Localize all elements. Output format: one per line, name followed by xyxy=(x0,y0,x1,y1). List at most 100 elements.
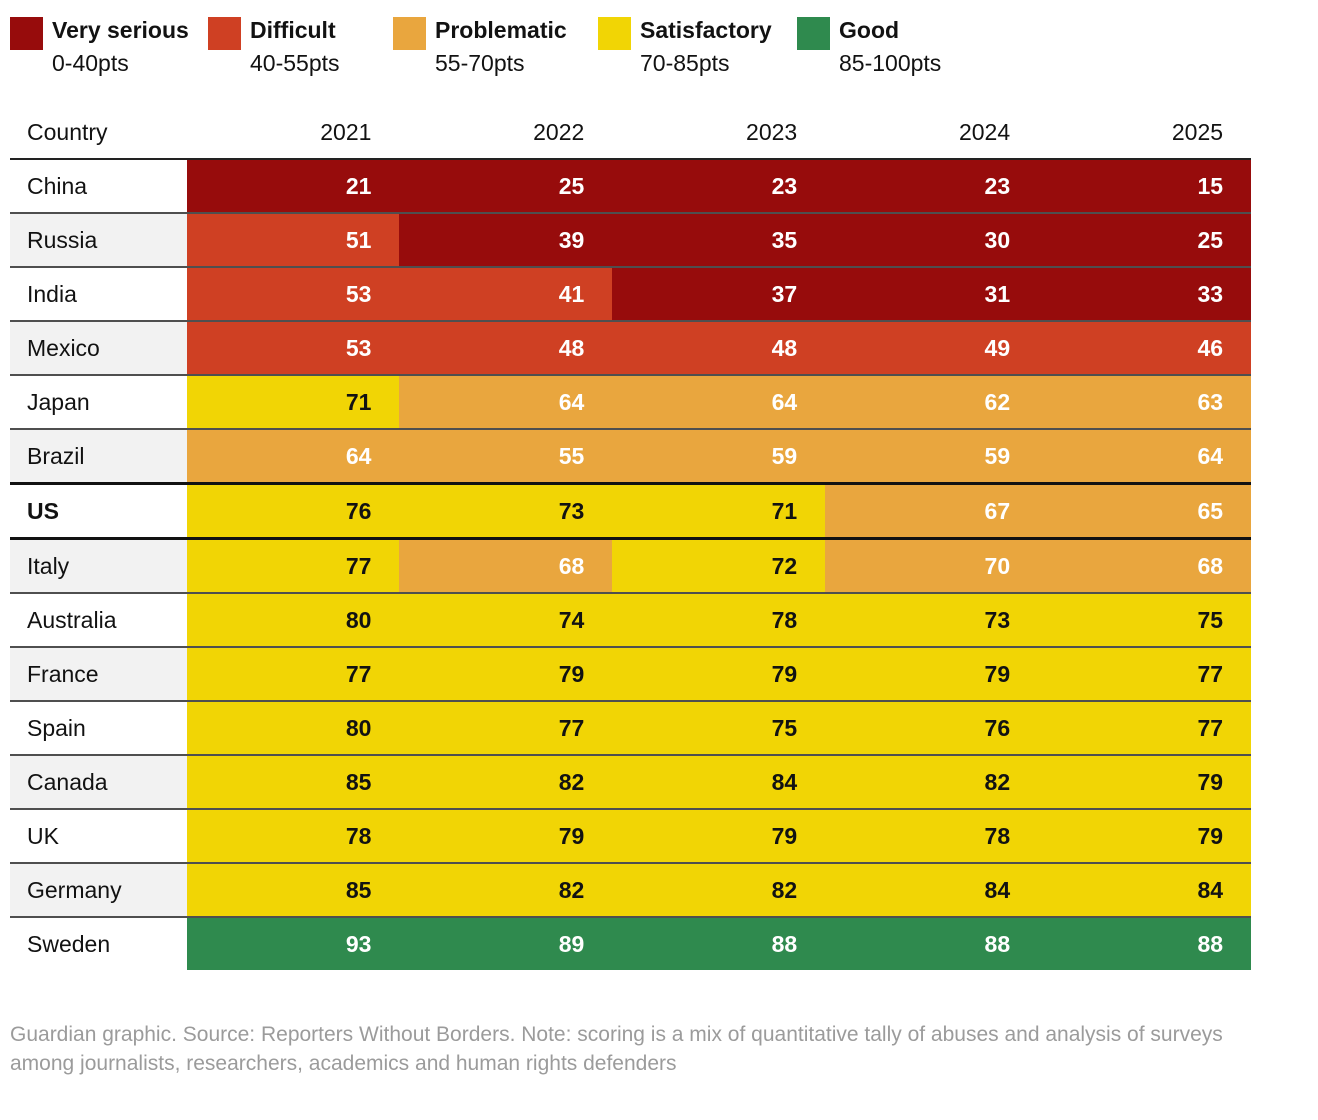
legend-range: 70-85pts xyxy=(640,50,730,76)
column-header-2023: 2023 xyxy=(746,118,798,145)
score-cell: 23 xyxy=(612,160,826,212)
score-cell: 79 xyxy=(612,648,826,700)
score-cell: 51 xyxy=(186,214,400,266)
legend-item: Difficult 40-55pts xyxy=(208,14,393,80)
score-cell: 72 xyxy=(612,540,826,592)
table-row: UK 78 79 79 78 79 xyxy=(10,808,1252,862)
scores-table: Country 2021 2022 2023 2024 2025 China 21 25 23… xyxy=(10,106,1252,970)
score-cell: 79 xyxy=(612,810,826,862)
score-cell: 73 xyxy=(399,485,613,537)
legend-range: 55-70pts xyxy=(435,50,525,76)
press-freedom-graphic: Very serious 0-40pts Difficult 40-55pts … xyxy=(10,14,1252,1075)
legend-range: 40-55pts xyxy=(250,50,340,76)
score-cell: 15 xyxy=(1038,160,1252,212)
table-row: India 53 41 37 31 33 xyxy=(10,266,1252,320)
score-cell: 70 xyxy=(825,540,1039,592)
score-cell: 64 xyxy=(186,430,400,482)
country-label: Japan xyxy=(10,376,187,428)
table-row: US 76 73 71 67 65 xyxy=(10,482,1252,540)
table-row: Japan 71 64 64 62 63 xyxy=(10,374,1252,428)
column-header-2025: 2025 xyxy=(1171,118,1224,145)
table-row: Sweden 93 89 88 88 88 xyxy=(10,916,1252,970)
legend-item: Satisfactory 70-85pts xyxy=(598,14,797,80)
score-cell: 77 xyxy=(186,648,400,700)
legend-label: Very serious xyxy=(52,17,189,43)
score-cell: 53 xyxy=(186,268,400,320)
score-cell: 78 xyxy=(612,594,826,646)
country-label: Russia xyxy=(10,214,187,266)
table-body: China 21 25 23 23 15 Russia 51 39 35 30 25 India… xyxy=(10,160,1252,970)
score-cell: 79 xyxy=(399,648,613,700)
score-cell: 25 xyxy=(1038,214,1252,266)
score-cell: 82 xyxy=(399,864,613,916)
score-cell: 64 xyxy=(1038,430,1252,482)
score-cell: 77 xyxy=(399,702,613,754)
score-cell: 63 xyxy=(1038,376,1252,428)
score-cell: 79 xyxy=(399,810,613,862)
score-cell: 77 xyxy=(186,540,400,592)
country-label: Sweden xyxy=(10,918,187,970)
legend-swatch-very-serious-icon xyxy=(10,17,43,50)
score-cell: 79 xyxy=(825,648,1039,700)
score-cell: 80 xyxy=(186,702,400,754)
score-cell: 25 xyxy=(399,160,613,212)
score-cell: 21 xyxy=(186,160,400,212)
score-cell: 41 xyxy=(399,268,613,320)
score-cell: 48 xyxy=(399,322,613,374)
source-note: Guardian graphic. Source: Reporters With… xyxy=(10,1023,1223,1075)
score-cell: 84 xyxy=(612,756,826,808)
column-header-country: Country xyxy=(27,118,108,145)
score-cell: 93 xyxy=(186,918,400,970)
score-cell: 33 xyxy=(1038,268,1252,320)
score-cell: 59 xyxy=(825,430,1039,482)
table-row: Mexico 53 48 48 49 46 xyxy=(10,320,1252,374)
score-cell: 85 xyxy=(186,864,400,916)
score-cell: 73 xyxy=(825,594,1039,646)
score-cell: 76 xyxy=(186,485,400,537)
score-cell: 71 xyxy=(612,485,826,537)
column-header-2021: 2021 xyxy=(320,118,372,145)
legend-label: Satisfactory xyxy=(640,17,772,43)
table-row: Germany 85 82 82 84 84 xyxy=(10,862,1252,916)
country-label: Germany xyxy=(10,864,187,916)
score-cell: 84 xyxy=(1038,864,1252,916)
score-cell: 75 xyxy=(612,702,826,754)
country-label: Spain xyxy=(10,702,187,754)
country-label: India xyxy=(10,268,187,320)
legend-item: Very serious 0-40pts xyxy=(10,14,208,80)
legend-range: 0-40pts xyxy=(52,50,129,76)
score-cell: 31 xyxy=(825,268,1039,320)
score-cell: 79 xyxy=(1038,756,1252,808)
legend-item: Problematic 55-70pts xyxy=(393,14,598,80)
score-cell: 78 xyxy=(825,810,1039,862)
score-cell: 85 xyxy=(186,756,400,808)
score-cell: 82 xyxy=(399,756,613,808)
country-label: Australia xyxy=(10,594,187,646)
column-header-2024: 2024 xyxy=(958,118,1011,145)
score-cell: 71 xyxy=(186,376,400,428)
legend-label: Good xyxy=(839,17,900,43)
legend-swatch-difficult-icon xyxy=(208,17,241,50)
legend: Very serious 0-40pts Difficult 40-55pts … xyxy=(10,14,1251,80)
score-cell: 75 xyxy=(1038,594,1252,646)
legend-label: Problematic xyxy=(435,17,567,43)
score-cell: 82 xyxy=(612,864,826,916)
legend-range: 85-100pts xyxy=(839,50,942,76)
table-row: Spain 80 77 75 76 77 xyxy=(10,700,1252,754)
score-cell: 79 xyxy=(1038,810,1252,862)
score-cell: 23 xyxy=(825,160,1039,212)
score-cell: 62 xyxy=(825,376,1039,428)
score-cell: 67 xyxy=(825,485,1039,537)
score-cell: 65 xyxy=(1038,485,1252,537)
score-cell: 48 xyxy=(612,322,826,374)
table-row: Italy 77 68 72 70 68 xyxy=(10,540,1252,592)
legend-swatch-satisfactory-icon xyxy=(598,17,631,50)
score-cell: 77 xyxy=(1038,702,1252,754)
table-row: Brazil 64 55 59 59 64 xyxy=(10,428,1252,482)
score-cell: 39 xyxy=(399,214,613,266)
score-cell: 88 xyxy=(825,918,1039,970)
score-cell: 64 xyxy=(399,376,613,428)
score-cell: 68 xyxy=(1038,540,1252,592)
table-header-row: Country 2021 2022 2023 2024 2025 xyxy=(10,106,1251,160)
country-label: France xyxy=(10,648,187,700)
